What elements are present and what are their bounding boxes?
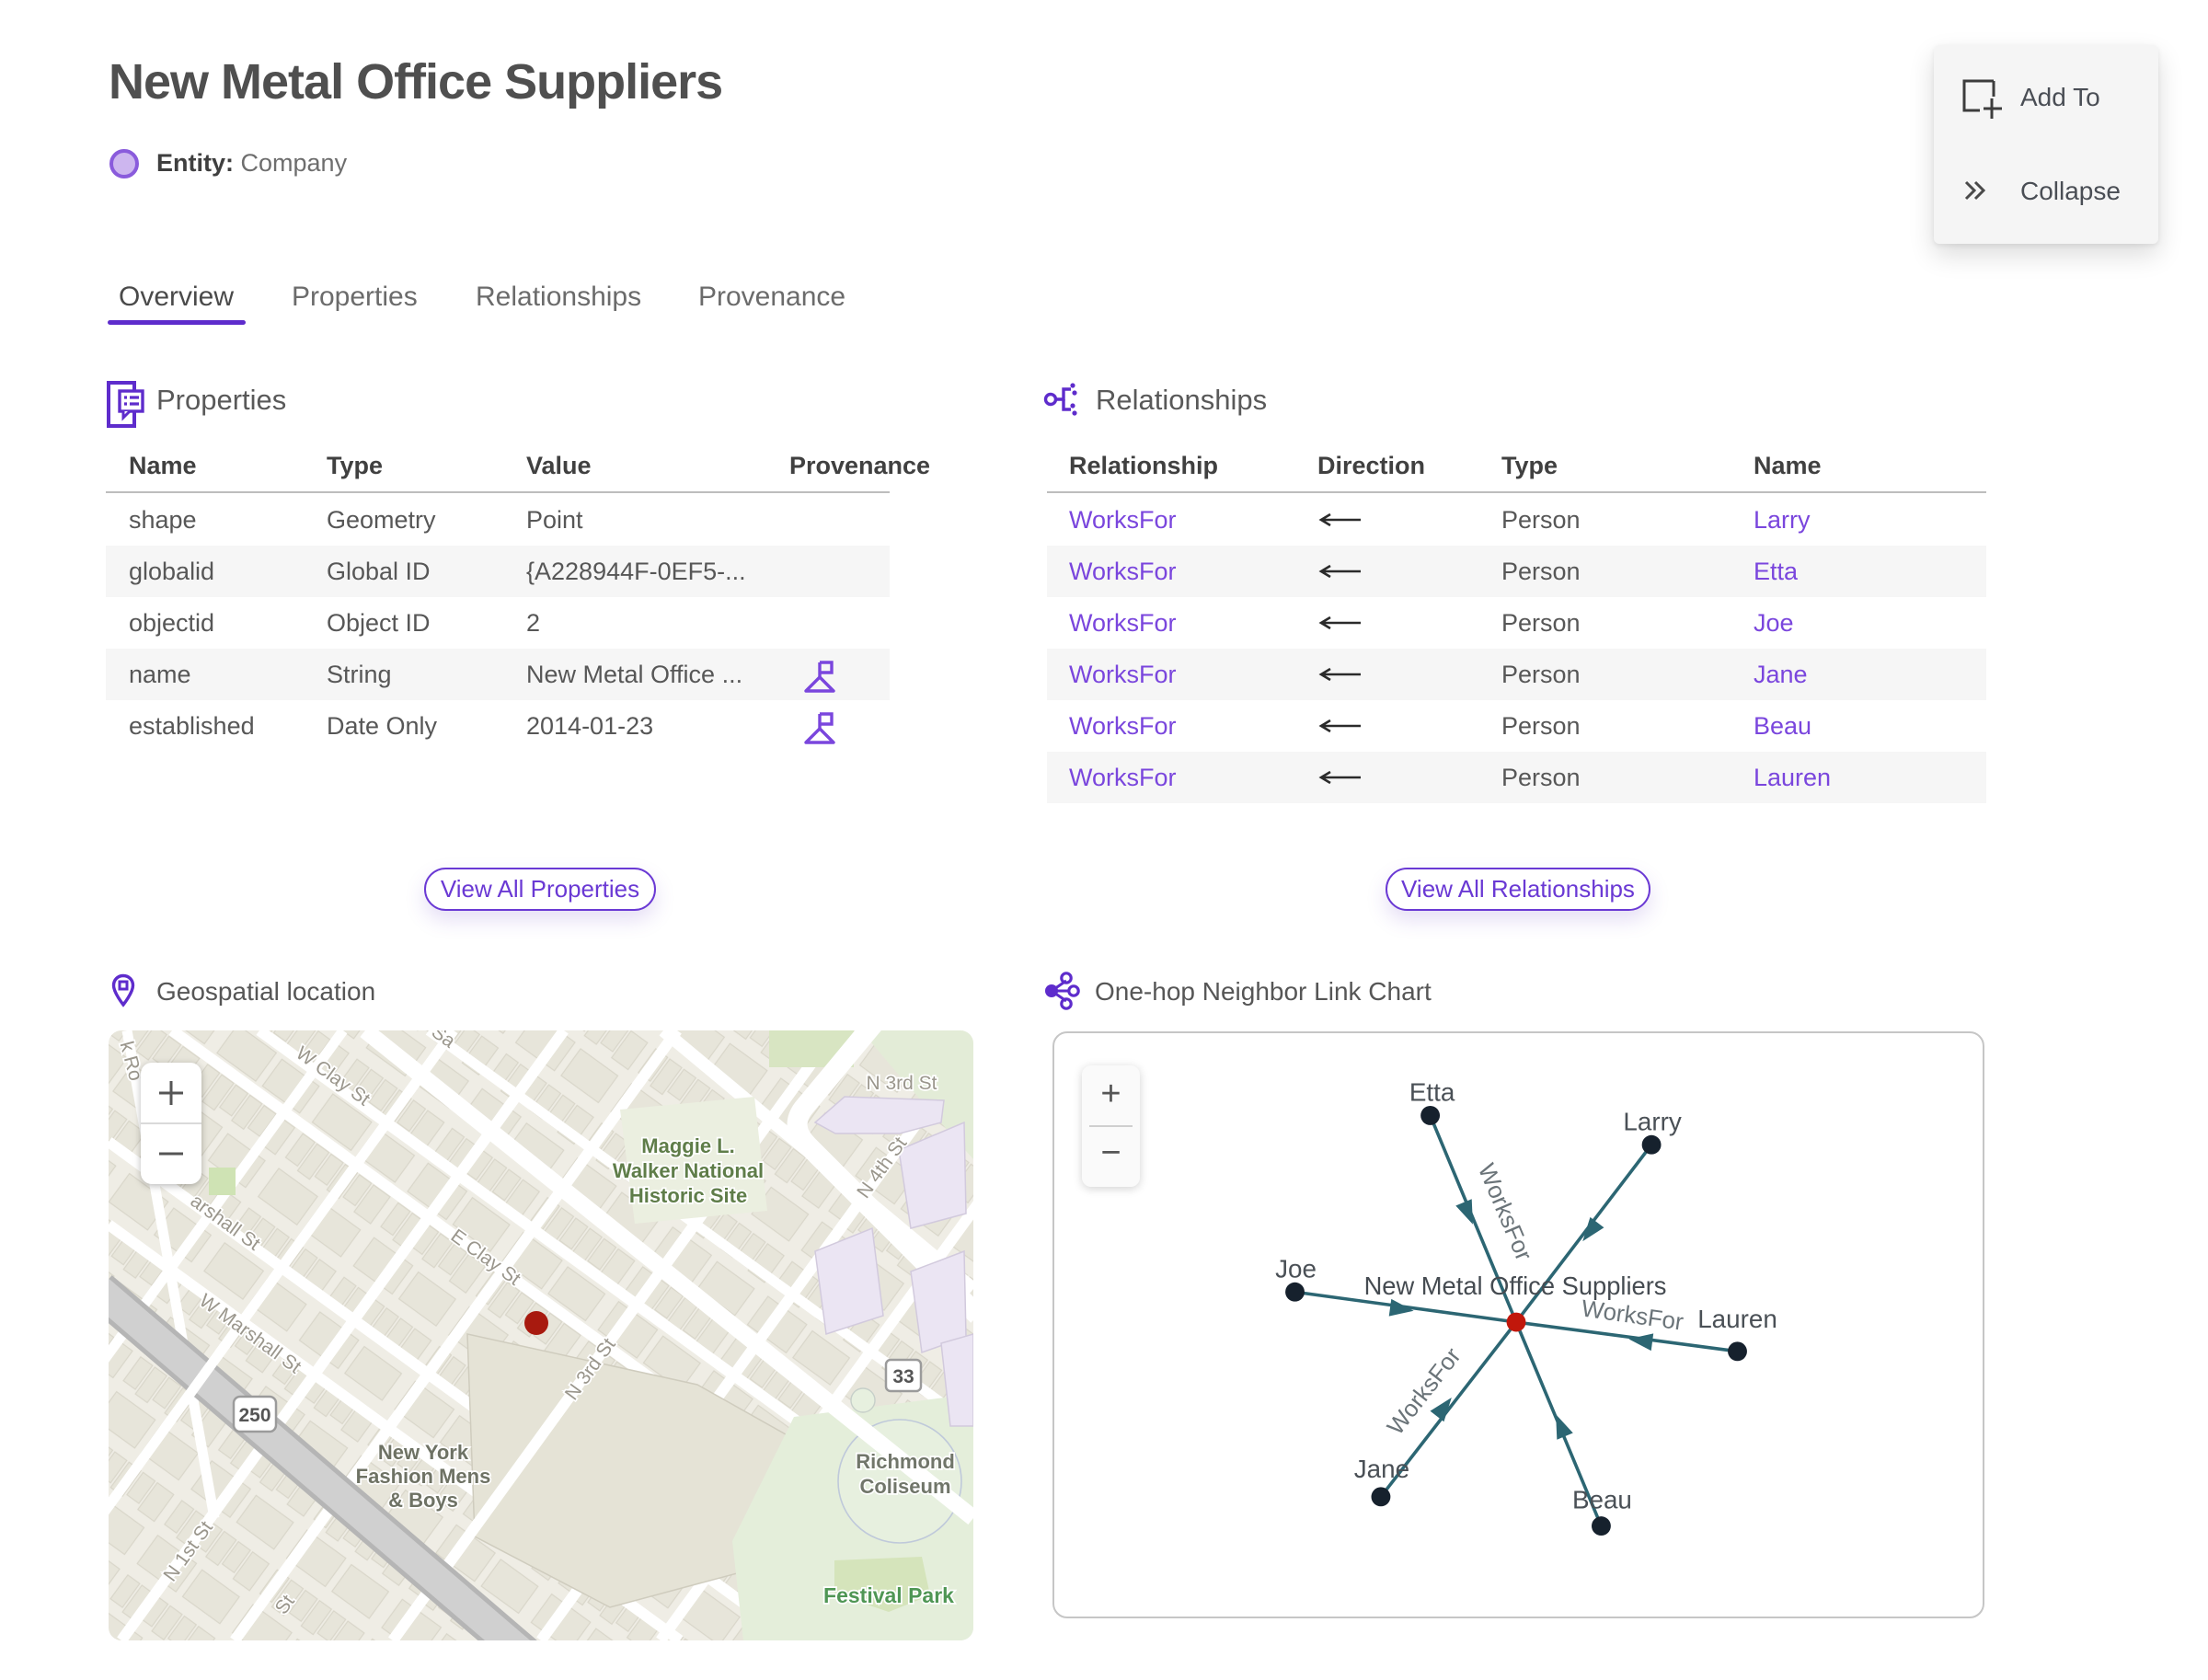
svg-text:Larry: Larry xyxy=(1623,1107,1681,1135)
svg-text:Joe: Joe xyxy=(1275,1254,1317,1283)
svg-text:Jane: Jane xyxy=(1354,1455,1409,1483)
svg-text:Lauren: Lauren xyxy=(1697,1305,1777,1333)
svg-text:250: 250 xyxy=(238,1405,270,1426)
svg-text:Etta: Etta xyxy=(1409,1078,1455,1107)
svg-text:Festival Park: Festival Park xyxy=(823,1583,954,1607)
svg-text:N 3rd St: N 3rd St xyxy=(866,1073,937,1094)
svg-text:WorksFor: WorksFor xyxy=(1580,1295,1685,1335)
svg-text:Fashion Mens: Fashion Mens xyxy=(356,1465,491,1488)
svg-text:Richmond: Richmond xyxy=(856,1450,955,1473)
svg-text:33: 33 xyxy=(892,1366,914,1387)
svg-text:New Metal Office Suppliers: New Metal Office Suppliers xyxy=(1364,1272,1667,1300)
svg-text:WorksFor: WorksFor xyxy=(1473,1160,1536,1265)
svg-text:Beau: Beau xyxy=(1572,1486,1632,1514)
svg-text:New York: New York xyxy=(378,1441,469,1464)
svg-text:Coliseum: Coliseum xyxy=(859,1475,950,1498)
svg-text:WorksFor: WorksFor xyxy=(1383,1343,1466,1440)
svg-text:Maggie L.: Maggie L. xyxy=(641,1134,734,1157)
svg-text:Walker National: Walker National xyxy=(613,1159,764,1182)
svg-text:& Boys: & Boys xyxy=(388,1489,458,1512)
svg-text:Historic Site: Historic Site xyxy=(629,1184,747,1207)
